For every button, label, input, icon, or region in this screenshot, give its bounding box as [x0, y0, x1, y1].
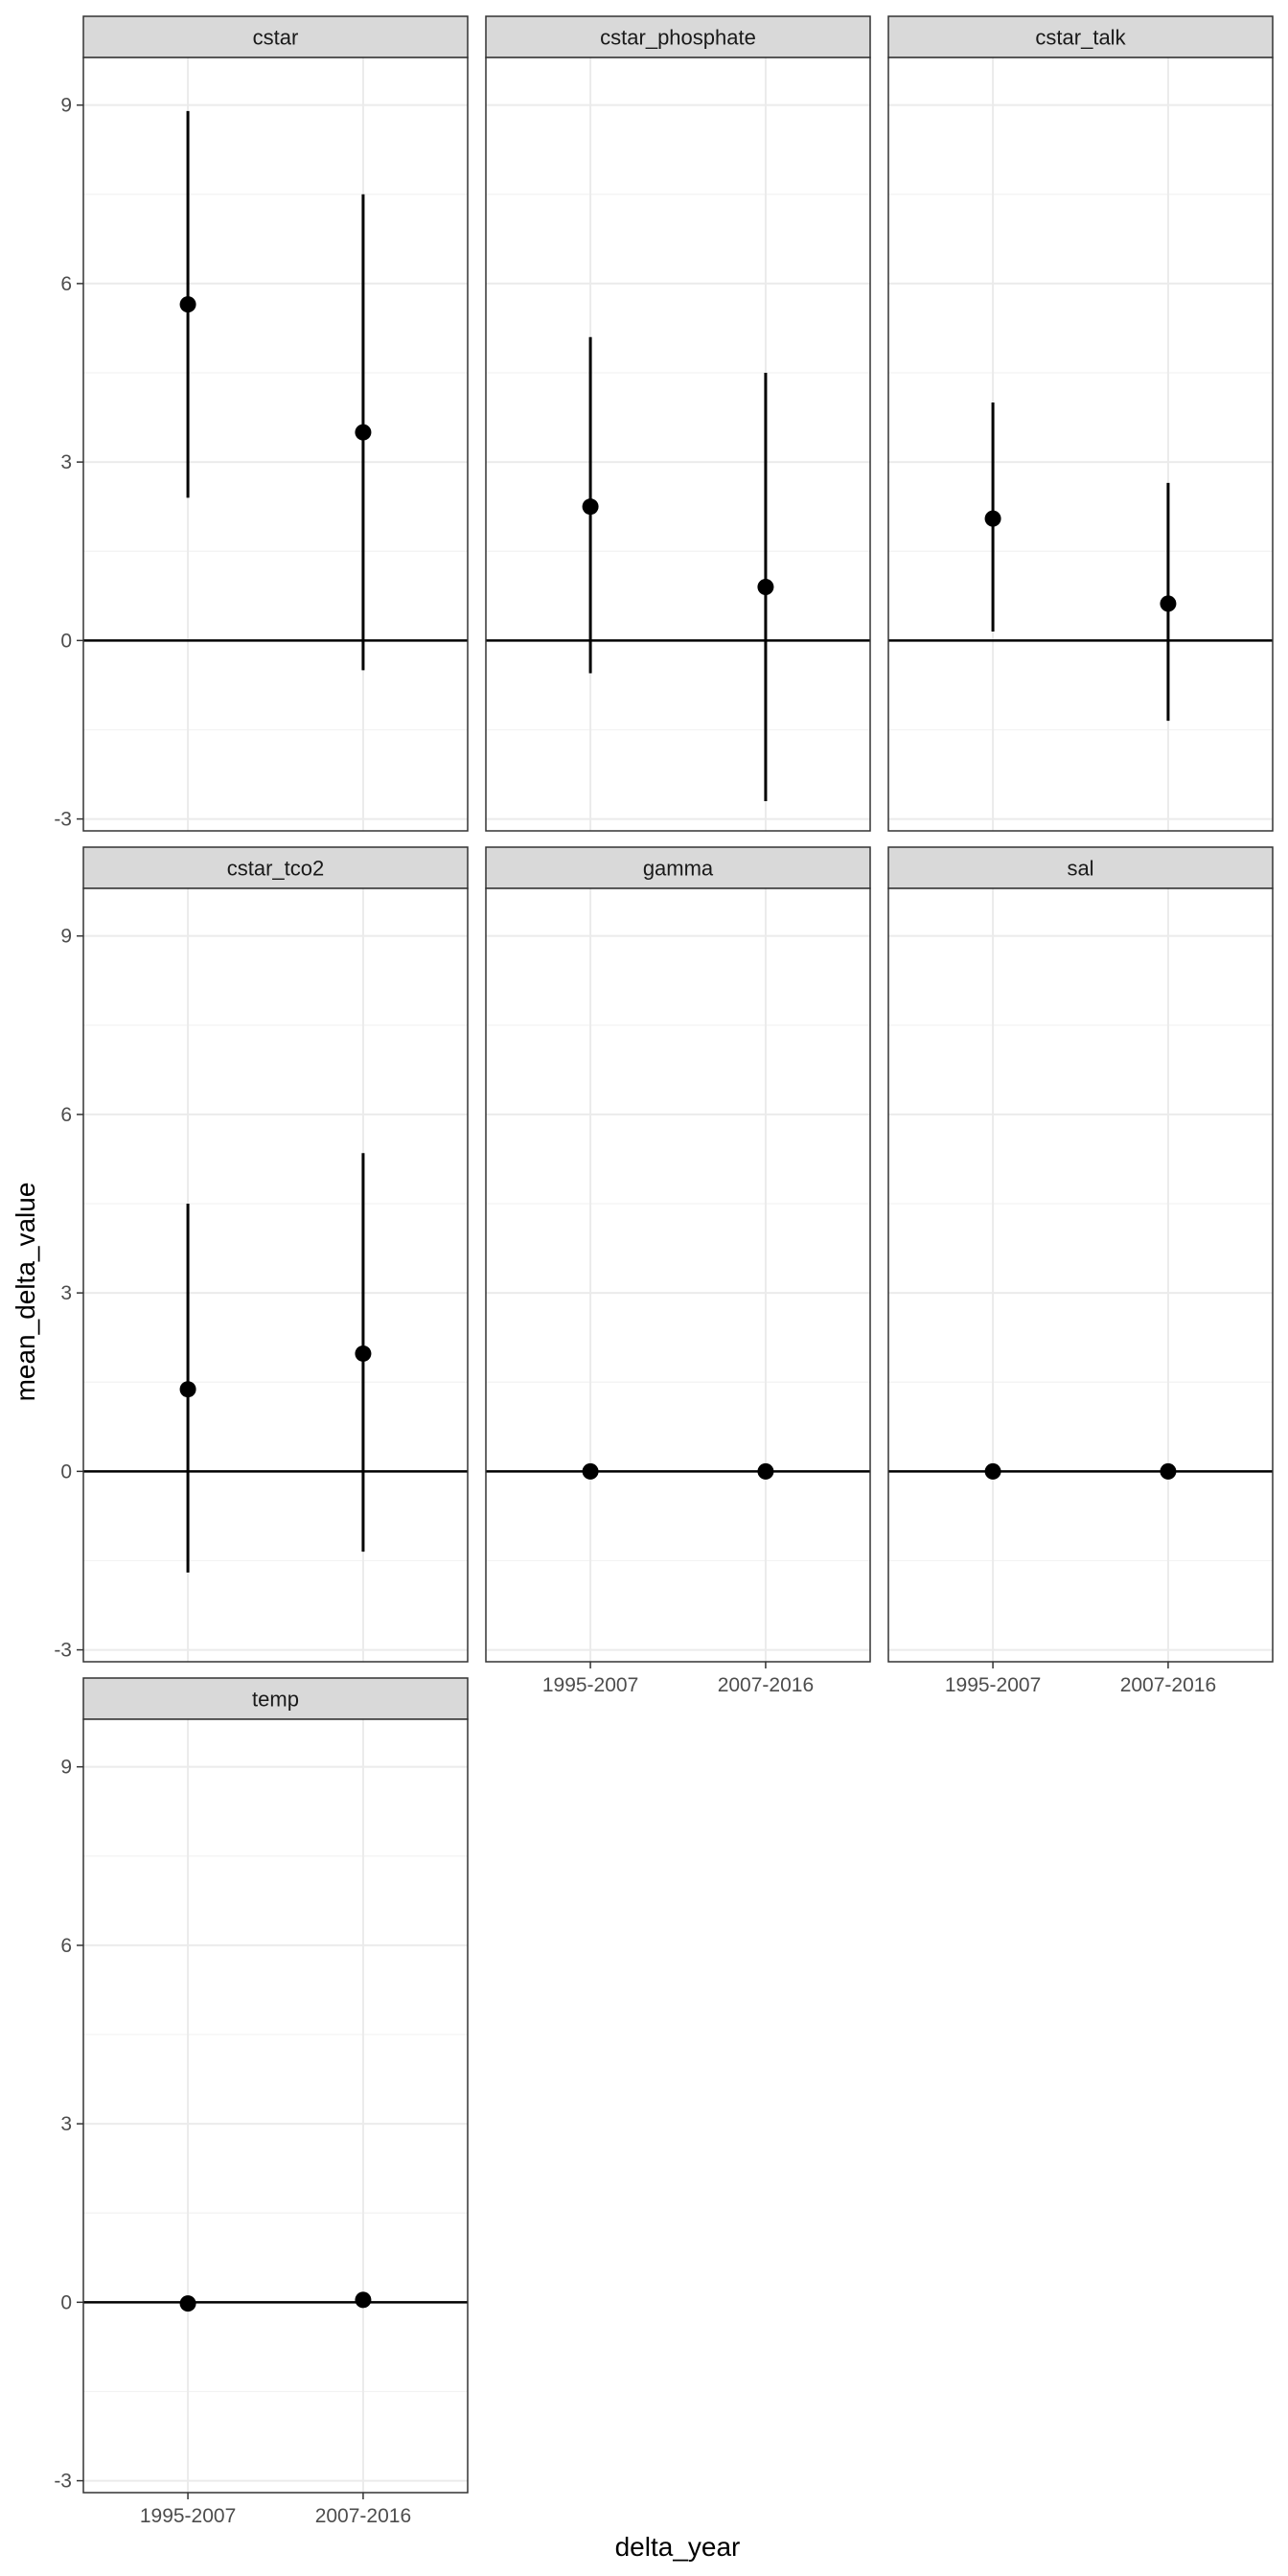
x-tick-label: 2007-2016: [315, 2505, 411, 2527]
y-tick-label: 9: [60, 1757, 72, 1779]
facet-title: sal: [1067, 857, 1093, 881]
facet-panel-temp: temp -3 0 3 6 9 1995-2007 2007-2016: [54, 1677, 469, 2527]
facet-strip: [887, 846, 1274, 889]
facet-panel-cstar_talk: cstar_talk: [887, 15, 1274, 832]
data-point: [355, 1345, 372, 1362]
facet-panel-gamma: gamma 1995-2007 2007-2016: [485, 846, 871, 1696]
x-tick-label: 1995-2007: [140, 2505, 236, 2527]
x-tick-label: 2007-2016: [1120, 1674, 1216, 1696]
y-tick-label: -3: [54, 2471, 72, 2493]
facet-title: gamma: [643, 857, 714, 881]
facet-title: cstar_phosphate: [600, 26, 756, 50]
y-tick-label: 6: [60, 1104, 72, 1126]
facet-strip: [485, 846, 871, 889]
x-tick-label: 1995-2007: [542, 1674, 638, 1696]
y-tick-label: 3: [60, 451, 72, 473]
data-point: [984, 1462, 1001, 1480]
y-tick-label: 9: [60, 95, 72, 117]
facet-title: cstar: [253, 26, 299, 50]
facet-title: cstar_tco2: [227, 857, 325, 881]
plot-background: [486, 58, 870, 831]
x-tick-label: 1995-2007: [945, 1674, 1041, 1696]
y-axis-title: mean_delta_value: [11, 1183, 40, 1402]
panel-border: [887, 887, 1274, 1663]
plot-background: [888, 888, 1273, 1662]
data-point: [179, 2295, 196, 2312]
x-tick-label: 2007-2016: [718, 1674, 814, 1696]
facet-strip: [82, 1677, 469, 1720]
y-tick-label: -3: [54, 809, 72, 831]
facet-strip: [887, 15, 1274, 58]
panel-border: [82, 1718, 469, 2494]
facet-title: temp: [252, 1688, 299, 1712]
y-tick-label: 3: [60, 1282, 72, 1304]
data-point: [1160, 1462, 1177, 1480]
y-tick-label: 3: [60, 2113, 72, 2135]
facet-panel-sal: sal 1995-2007 2007-2016: [887, 846, 1274, 1696]
facet-panel-cstar_tco2: cstar_tco2 -3 0 3 6 9: [54, 846, 469, 1663]
data-point: [355, 424, 372, 441]
facet-title: cstar_talk: [1035, 26, 1126, 50]
plot-background: [83, 888, 468, 1662]
data-point: [582, 1462, 599, 1480]
y-tick-label: -3: [54, 1640, 72, 1662]
panel-border: [485, 887, 871, 1663]
y-tick-label: 0: [60, 630, 72, 652]
data-point: [1160, 595, 1177, 612]
data-point: [179, 1381, 196, 1398]
facet-strip: [82, 15, 469, 58]
data-point: [757, 578, 774, 595]
plot-background: [83, 1719, 468, 2493]
data-point: [757, 1462, 774, 1480]
facet-panel-cstar_phosphate: cstar_phosphate: [485, 15, 871, 832]
facet-panel-cstar: cstar -3 0 3 6 9: [54, 15, 469, 832]
panel-border: [82, 887, 469, 1663]
plot-background: [486, 888, 870, 1662]
panel-border: [485, 57, 871, 832]
y-tick-label: 9: [60, 926, 72, 948]
data-point: [582, 498, 599, 516]
data-point: [179, 296, 196, 313]
y-tick-label: 6: [60, 1935, 72, 1957]
data-point: [984, 510, 1001, 527]
data-point: [355, 2291, 372, 2309]
panel-border: [887, 57, 1274, 832]
panel-border: [82, 57, 469, 832]
y-tick-label: 0: [60, 2291, 72, 2313]
y-tick-label: 6: [60, 273, 72, 295]
plot-background: [888, 58, 1273, 831]
plot-background: [83, 58, 468, 831]
x-axis-title: delta_year: [615, 2532, 741, 2562]
y-tick-label: 0: [60, 1460, 72, 1483]
